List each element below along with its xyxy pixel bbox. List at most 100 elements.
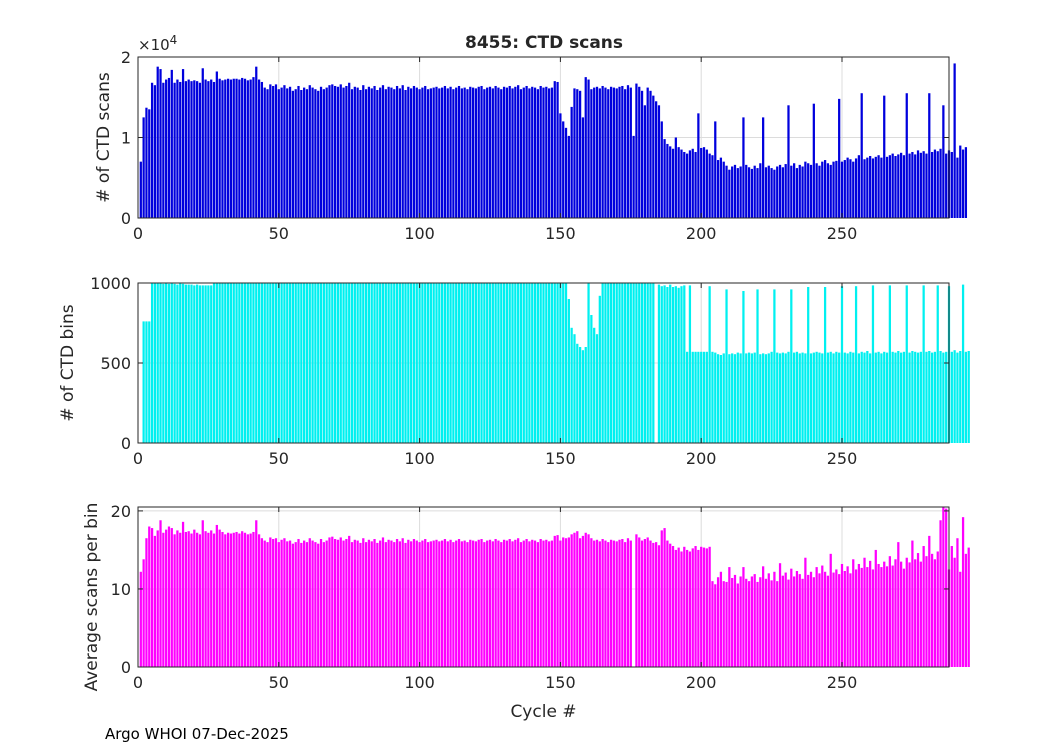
scans-bar — [303, 87, 306, 218]
bins-bar — [897, 351, 900, 443]
avg-bar — [184, 531, 187, 667]
avg-bar — [441, 540, 444, 667]
scans-bar — [677, 147, 680, 218]
scans-bar — [649, 90, 652, 218]
scans-bar — [804, 161, 807, 218]
bins-bar — [556, 283, 559, 443]
bins-bar — [914, 351, 917, 443]
avg-bar — [897, 542, 900, 667]
bins-bar — [305, 283, 309, 443]
scans-bar — [362, 85, 365, 219]
bins-bar — [548, 283, 551, 443]
scans-bar — [486, 87, 489, 218]
bins-xtick-label: 150 — [545, 449, 576, 468]
bins-bar — [773, 289, 776, 443]
bins-bar — [252, 283, 255, 443]
avg-bar — [373, 539, 376, 667]
avg-bar — [691, 548, 694, 667]
avg-bar — [657, 545, 661, 667]
scans-bar — [860, 93, 863, 218]
scans-bar — [911, 151, 914, 218]
scans-panel: 0 50 100 150 200 250 0 1 2 # of CTD scans ×104 — [94, 33, 968, 243]
avg-xtick-label: 0 — [133, 673, 143, 692]
bins-bar — [181, 283, 185, 443]
avg-bar — [494, 539, 497, 667]
bins-bar — [871, 285, 875, 443]
bins-bar — [187, 284, 190, 443]
avg-bar — [165, 529, 168, 667]
scans-bar — [843, 160, 846, 218]
avg-bar — [846, 566, 849, 667]
bins-bar — [229, 283, 233, 443]
avg-bar — [629, 540, 632, 667]
scans-bar — [832, 161, 835, 218]
scans-bar — [139, 161, 142, 218]
avg-bar — [823, 571, 827, 667]
scans-bar — [480, 85, 483, 218]
scans-bar — [587, 79, 590, 218]
avg-bar — [429, 541, 432, 667]
avg-bar — [967, 547, 970, 667]
avg-bar — [314, 542, 317, 667]
scans-bar — [272, 85, 275, 218]
avg-bar — [702, 547, 706, 667]
avg-bar — [953, 557, 956, 667]
avg-bar — [387, 539, 390, 667]
scans-bar — [359, 90, 362, 218]
bins-bar — [885, 352, 889, 443]
bins-bar — [212, 283, 216, 443]
bins-bar — [919, 351, 922, 443]
scans-bar — [742, 117, 745, 219]
bins-bar — [331, 283, 334, 443]
avg-bar — [950, 546, 953, 667]
avg-bar — [176, 530, 179, 667]
bins-bar — [173, 283, 176, 443]
avg-bar — [961, 517, 965, 667]
bins-bar — [961, 284, 965, 443]
scans-bar — [328, 85, 331, 219]
bins-bar — [441, 283, 444, 443]
bins-bar — [153, 283, 157, 443]
bins-bar — [373, 283, 376, 443]
bins-bar — [443, 283, 447, 443]
scans-bar — [705, 149, 708, 218]
scans-bar — [173, 82, 176, 218]
bins-bar — [595, 334, 599, 443]
bins-xtick-label: 250 — [827, 449, 858, 468]
scans-bar — [784, 164, 787, 218]
bins-bar — [370, 283, 373, 443]
bins-bar — [404, 283, 407, 443]
avg-bar — [660, 530, 663, 667]
scans-bar — [531, 86, 534, 218]
scans-bar — [145, 107, 148, 218]
scans-bar — [714, 121, 717, 218]
scans-bar — [838, 98, 841, 218]
scans-bar — [629, 87, 632, 218]
bins-bar — [888, 285, 891, 443]
avg-bar — [697, 549, 700, 667]
scans-bar — [669, 146, 672, 218]
bins-bar — [381, 283, 385, 443]
avg-bar — [821, 565, 824, 667]
bins-xtick-label: 50 — [269, 449, 289, 468]
scans-bar — [728, 169, 731, 218]
bins-bar — [649, 283, 652, 443]
scans-bar — [348, 82, 351, 218]
avg-bar — [336, 539, 340, 667]
bins-bar — [657, 284, 661, 443]
scans-bar — [294, 89, 297, 218]
bins-bar — [221, 283, 224, 443]
scans-bar — [576, 89, 579, 218]
avg-axes-box — [137, 506, 950, 668]
scans-bar — [384, 89, 387, 218]
scans-bar — [150, 82, 154, 218]
avg-bar — [311, 540, 314, 667]
avg-bar — [902, 568, 906, 667]
scans-bar — [241, 77, 244, 219]
avg-bar — [838, 574, 841, 667]
scans-bar — [181, 69, 185, 218]
scans-bar — [410, 88, 413, 218]
scans-bar — [545, 86, 548, 218]
scans-bar — [319, 86, 323, 218]
bins-bar — [280, 283, 283, 443]
